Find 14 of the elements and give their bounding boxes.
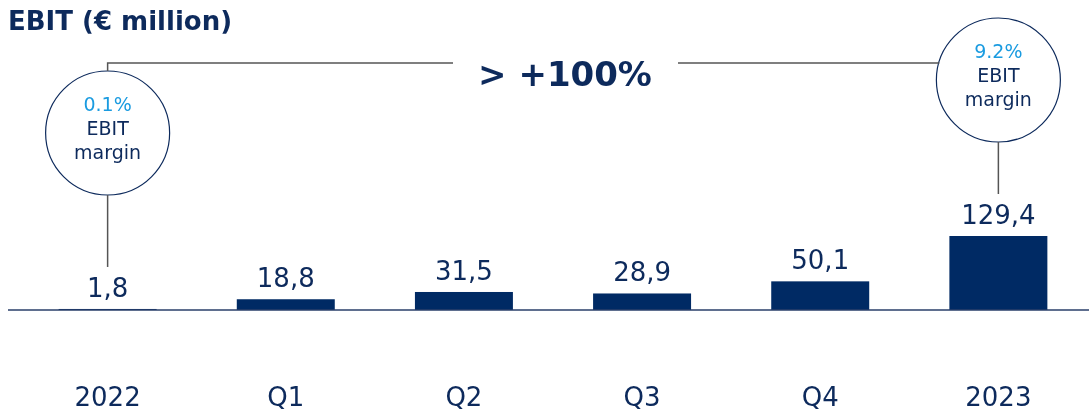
data-label: 50,1 <box>791 245 850 276</box>
text: > +100% <box>478 54 652 94</box>
x-tick-label: Q3 <box>623 382 661 412</box>
data-label: 31,5 <box>434 255 493 286</box>
data-label: 18,8 <box>256 263 315 294</box>
x-tick-label: 2023 <box>965 382 1032 412</box>
x-tick-label: 2022 <box>74 382 141 412</box>
chart-title: EBIT (€ million) <box>8 6 233 36</box>
data-label: 129,4 <box>961 200 1036 230</box>
data-label: 28,9 <box>613 257 672 288</box>
x-tick-label: Q4 <box>801 382 839 412</box>
x-tick-label: Q1 <box>267 382 305 412</box>
x-tick-label: Q2 <box>445 382 483 412</box>
data-label: 1,8 <box>86 272 129 303</box>
